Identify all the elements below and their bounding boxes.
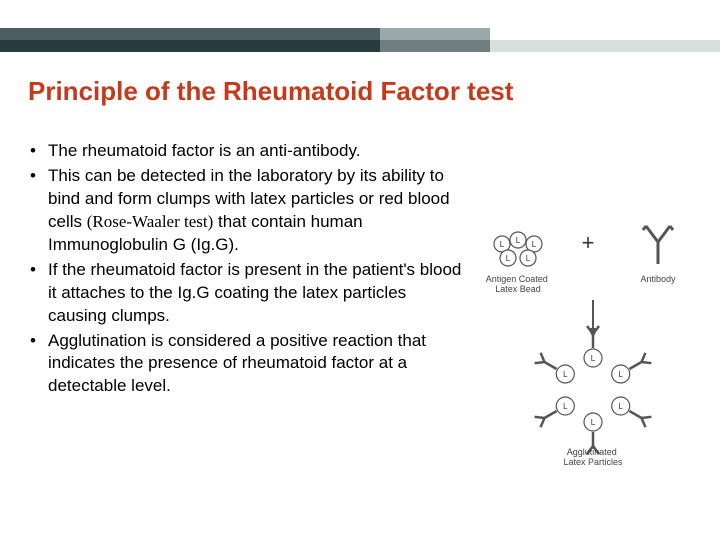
bullet-item: If the rheumatoid factor is present in t… <box>28 259 468 328</box>
bullet-item: This can be detected in the laboratory b… <box>28 165 468 257</box>
bullet-list: The rheumatoid factor is an anti-antibod… <box>28 140 468 398</box>
antibody-label: Antibody <box>640 274 676 284</box>
l-label: L <box>516 236 521 245</box>
svg-text:L: L <box>563 370 568 379</box>
svg-text:L: L <box>500 240 505 249</box>
svg-text:L: L <box>532 240 537 249</box>
bullet-item: The rheumatoid factor is an anti-antibod… <box>28 140 468 163</box>
header-bar-segment <box>380 28 490 40</box>
header-bar-segment <box>490 40 720 52</box>
agglutinated-label: Agglutinated Latex Particles <box>563 447 623 467</box>
bullet-item: Agglutination is considered a positive r… <box>28 330 468 399</box>
svg-text:L: L <box>526 254 531 263</box>
header-bar-segment <box>380 40 490 52</box>
serif-inline: (Rose-Waaler test) <box>87 212 214 231</box>
svg-text:L: L <box>618 402 623 411</box>
svg-text:L: L <box>618 370 623 379</box>
agglutination-diagram: L L L L L Antigen Coated Latex Bead + An… <box>478 210 708 470</box>
header-decorative-bar <box>0 28 720 52</box>
header-bar-segment <box>0 40 380 52</box>
content-area: The rheumatoid factor is an anti-antibod… <box>28 140 468 400</box>
latex-bead-label: Antigen Coated Latex Bead <box>486 274 551 294</box>
svg-text:L: L <box>563 402 568 411</box>
header-bar-segment <box>490 28 720 40</box>
svg-text:L: L <box>591 418 596 427</box>
slide-title: Principle of the Rheumatoid Factor test <box>28 76 513 107</box>
plus-icon: + <box>582 230 595 255</box>
svg-text:L: L <box>591 354 596 363</box>
header-bar-segment <box>0 28 380 40</box>
svg-text:L: L <box>506 254 511 263</box>
